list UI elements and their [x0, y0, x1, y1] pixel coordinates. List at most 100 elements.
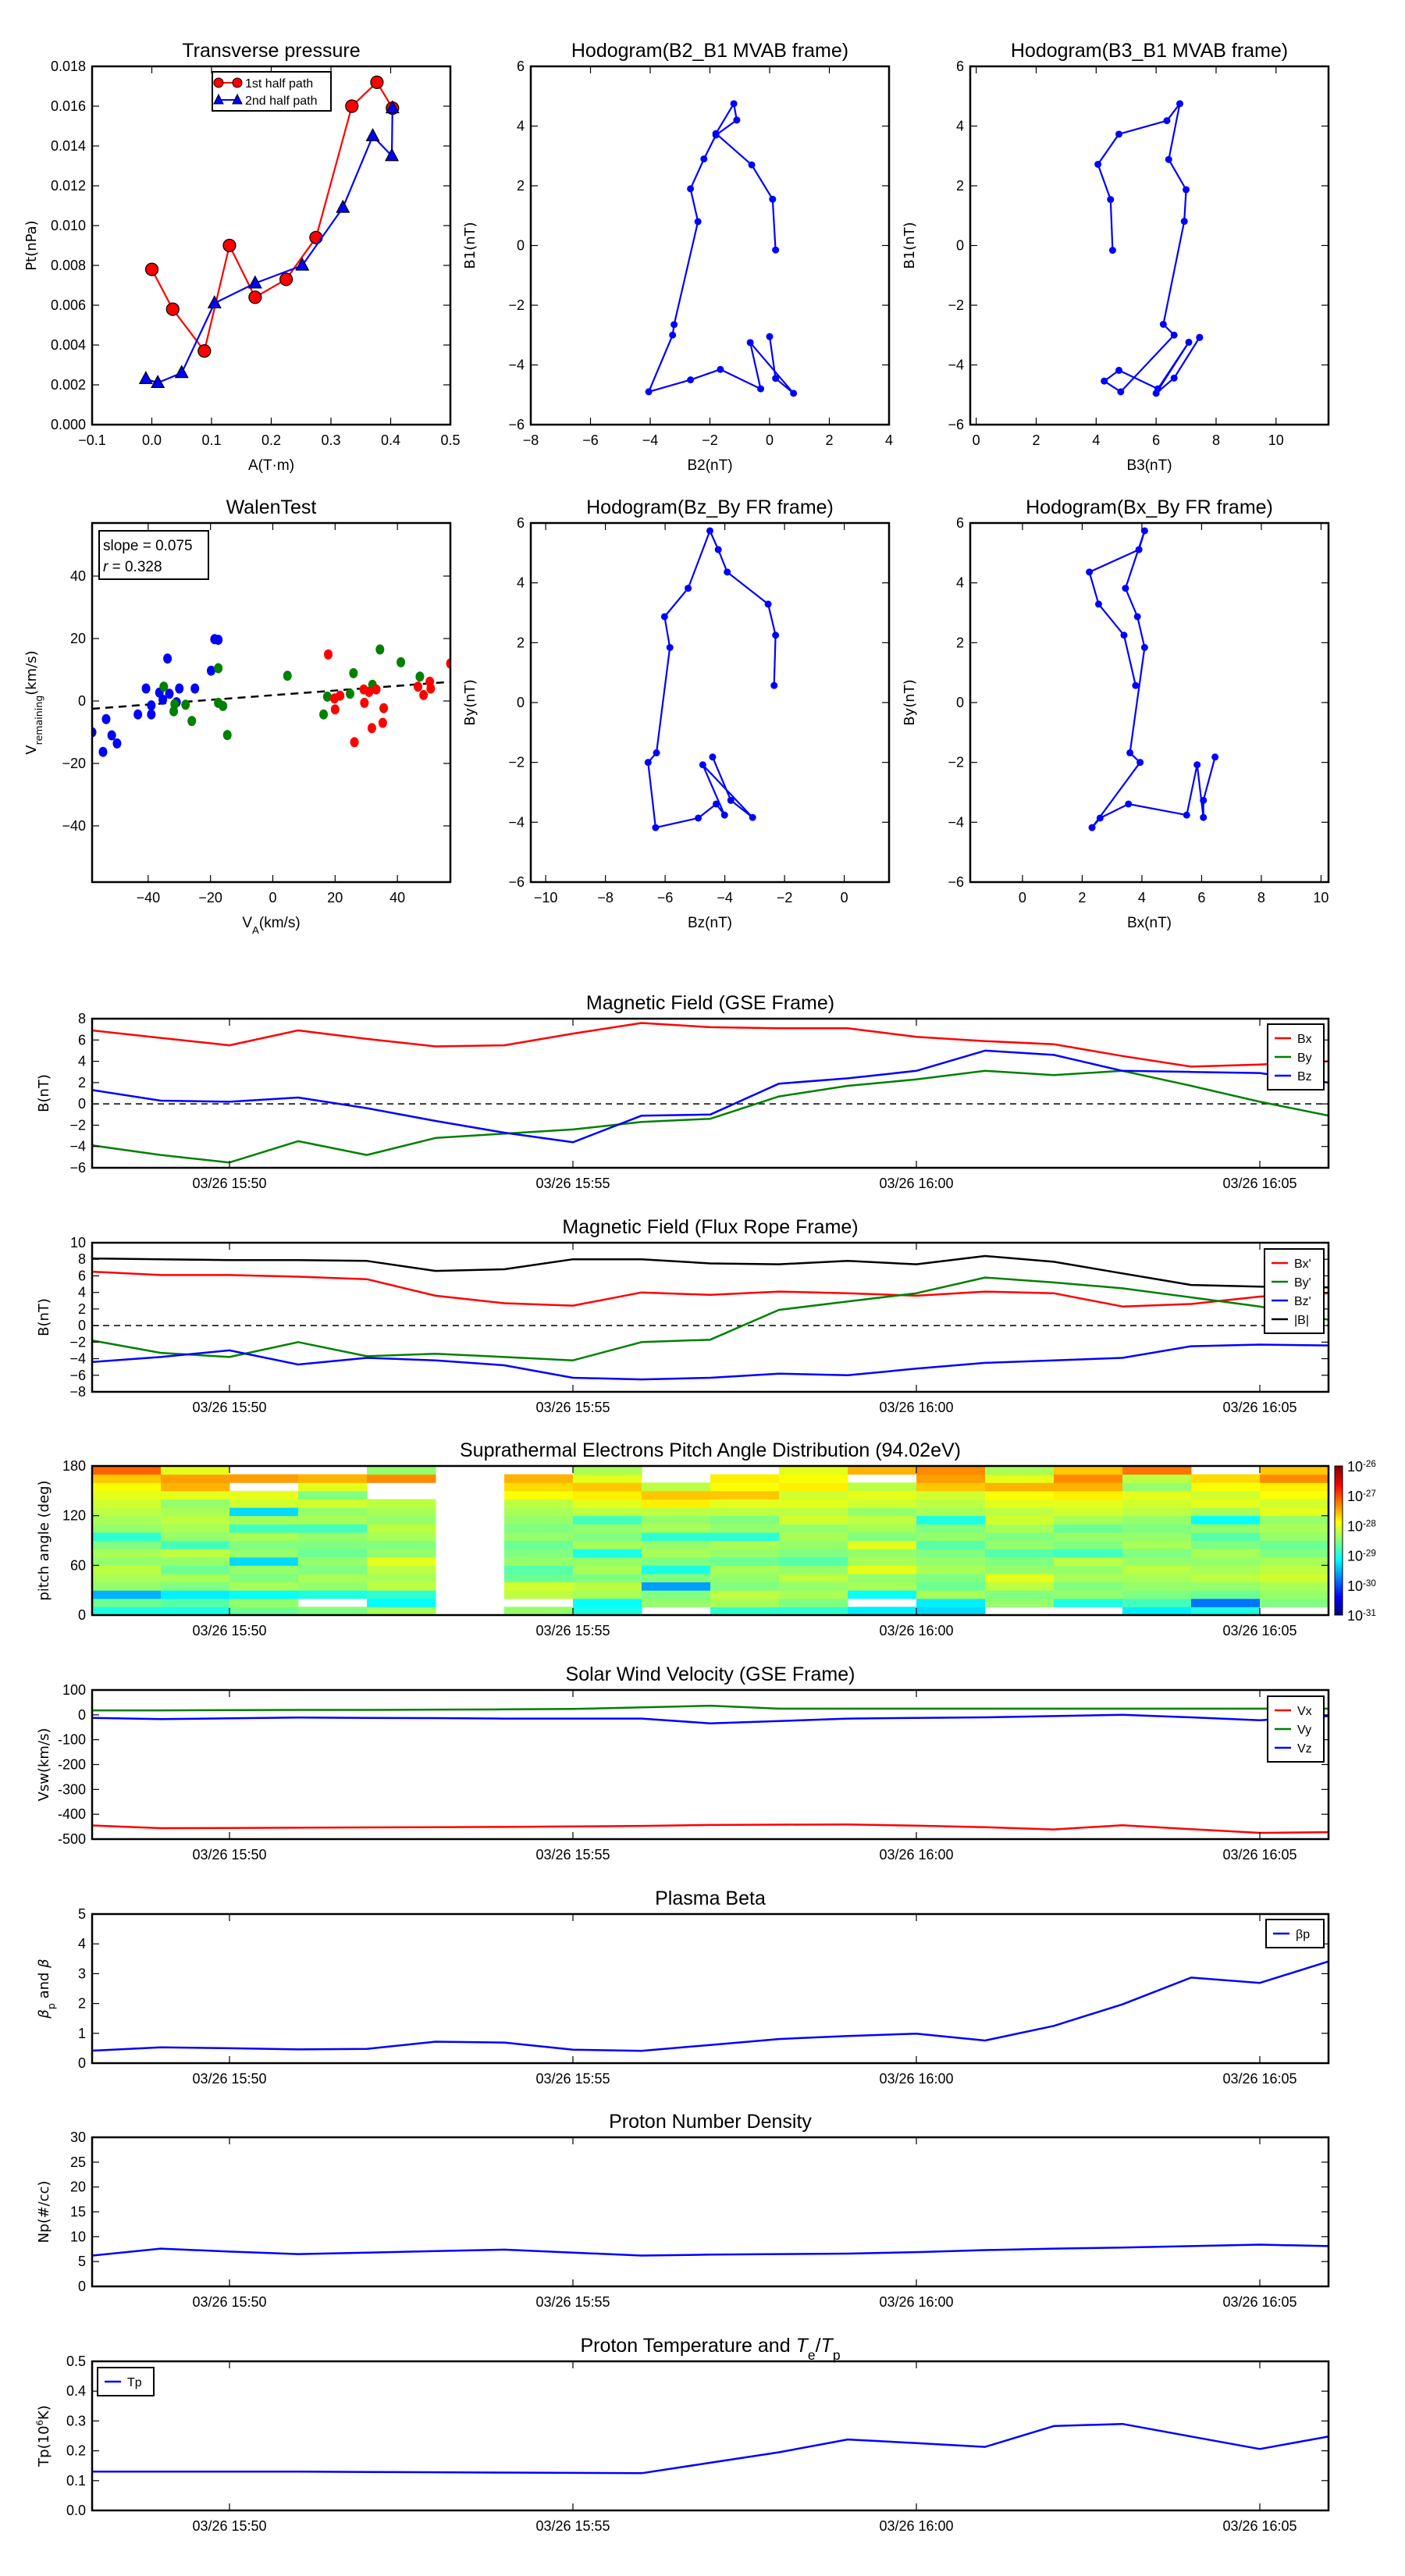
data-point: [1094, 600, 1102, 608]
series-line-tp: [92, 2422, 1329, 2475]
heatmap-cell: [848, 1582, 917, 1591]
data-point-blue: [163, 653, 173, 664]
y-axis-label-part: B(nT): [36, 1298, 52, 1336]
heatmap-cell: [504, 1549, 574, 1558]
heatmap-cell: [573, 1573, 642, 1583]
data-point: [1183, 186, 1190, 194]
chart-title-part: Proton Number Density: [609, 2111, 812, 2133]
colorbar-segment: [1335, 1605, 1343, 1608]
colorbar-segment: [1335, 1540, 1343, 1544]
data-point-green: [322, 691, 332, 702]
heatmap-cell: [1122, 1474, 1192, 1483]
heatmap-cell: [504, 1515, 574, 1525]
chart-hodo-bxby: Hodogram(Bx_By FR frame) By(nT) Bx(nT) 0 2 4 6…: [902, 496, 1330, 931]
x-tick-label: 0: [269, 890, 276, 906]
chart-vsw: Solar Wind Velocity (GSE Frame) Vsw(km/s)…: [36, 1663, 1330, 1863]
axes-frame: [529, 521, 891, 884]
y-tick-label: 4: [956, 119, 964, 134]
y-tick-label: -100: [58, 1732, 86, 1748]
data-point-blue: [101, 713, 111, 724]
heatmap-cell: [161, 1466, 230, 1475]
y-axis-label-part: Np(#/cc): [36, 2181, 52, 2243]
heatmap-cell: [1191, 1515, 1261, 1525]
data-point: [724, 568, 731, 576]
colorbar-segment: [1335, 1557, 1343, 1561]
heatmap-cell: [779, 1499, 848, 1508]
heatmap-cell: [161, 1582, 230, 1591]
heatmap-cell: [1122, 1540, 1192, 1550]
heatmap-cell: [1122, 1466, 1192, 1475]
heatmap-cell: [229, 1507, 299, 1517]
data-point: [727, 796, 735, 804]
data-point-blue: [147, 700, 156, 711]
data-point-green: [170, 699, 180, 710]
heatmap-cell: [1054, 1499, 1123, 1508]
axes-frame: [91, 1464, 1330, 1617]
heatmap-cell: [916, 1482, 986, 1492]
heatmap-cell: [573, 1515, 642, 1525]
heatmap-cell: [573, 1606, 642, 1615]
heatmap-cell: [161, 1598, 230, 1607]
data-point: [1200, 796, 1208, 804]
data-point-blue: [112, 738, 122, 749]
y-tick-label: 25: [70, 2154, 86, 2170]
heatmap-cell: [573, 1490, 642, 1500]
y-tick-label: -300: [58, 1781, 86, 1797]
heatmap-cell: [1191, 1474, 1261, 1483]
legend-frame: [212, 71, 332, 112]
heatmap-cell: [642, 1549, 711, 1558]
x-axis-label-part: A: [252, 924, 259, 936]
y-tick-label: 0.4: [66, 2383, 86, 2399]
y-tick-label: 6: [517, 515, 525, 531]
heatmap-cell: [779, 1532, 848, 1541]
y-tick-label: 0: [517, 695, 525, 710]
x-tick-label: 0: [1019, 890, 1026, 906]
y-tick-label: 2: [78, 1301, 86, 1317]
heatmap-cell: [573, 1540, 642, 1550]
y-tick-label: 10: [70, 2229, 86, 2244]
data-point: [709, 753, 717, 761]
chart-hodo-bzby: Hodogram(Bz_By FR frame)By(nT)Bz(nT)−10−…: [462, 496, 891, 931]
annotation-text-part: slope = 0.075: [103, 538, 193, 554]
data-point-red: [350, 737, 359, 748]
x-tick-label: 03/26 15:50: [192, 1623, 266, 1638]
colorbar-segment: [1335, 1510, 1343, 1514]
heatmap-cell: [1260, 1524, 1329, 1533]
legend-marker: [213, 77, 224, 88]
y-axis-label-part: Vsw(km/s): [36, 1728, 52, 1802]
colorbar-tick-label: 10-31: [1347, 1608, 1376, 1624]
chart-pad: Suprathermal Electrons Pitch Angle Distr…: [36, 1439, 1376, 1638]
heatmap-cell: [504, 1474, 574, 1483]
y-tick-label: 0.004: [51, 337, 86, 353]
x-axis-label: A(T·m): [248, 457, 294, 474]
heatmap-cell: [642, 1573, 711, 1583]
data-point-red: [379, 703, 389, 713]
data-point: [772, 632, 780, 639]
data-point: [207, 295, 222, 309]
data-point-red: [413, 681, 422, 692]
chart-title-part: T: [796, 2335, 809, 2357]
heatmap-cell: [710, 1549, 780, 1558]
heatmap-cell: [229, 1474, 299, 1483]
heatmap-cell: [985, 1590, 1055, 1599]
y-axis-label: B(nT): [36, 1298, 52, 1336]
colorbar-segment: [1335, 1612, 1343, 1616]
y-axis-label: βp and β: [36, 1959, 57, 2019]
chart-title-part: Plasma Beta: [655, 1888, 766, 1909]
chart-title-part: /: [816, 2335, 821, 2357]
colorbar-segment: [1335, 1578, 1343, 1581]
heatmap-cell: [229, 1515, 299, 1525]
y-axis-label: B1(nT): [462, 222, 478, 269]
y-tick-label: −8: [69, 1384, 86, 1400]
heatmap-cell: [504, 1482, 574, 1492]
heatmap-cell: [985, 1507, 1055, 1517]
heatmap-cell: [229, 1606, 299, 1615]
data-point: [757, 385, 765, 393]
heatmap-cell: [298, 1482, 368, 1492]
colorbar-tick-label-part: -26: [1363, 1459, 1376, 1469]
heatmap-cell: [92, 1524, 162, 1533]
data-point: [365, 127, 380, 141]
legend-frame: [97, 2367, 155, 2396]
heatmap-cell: [229, 1540, 299, 1550]
series-line-bz: [92, 1049, 1329, 1144]
